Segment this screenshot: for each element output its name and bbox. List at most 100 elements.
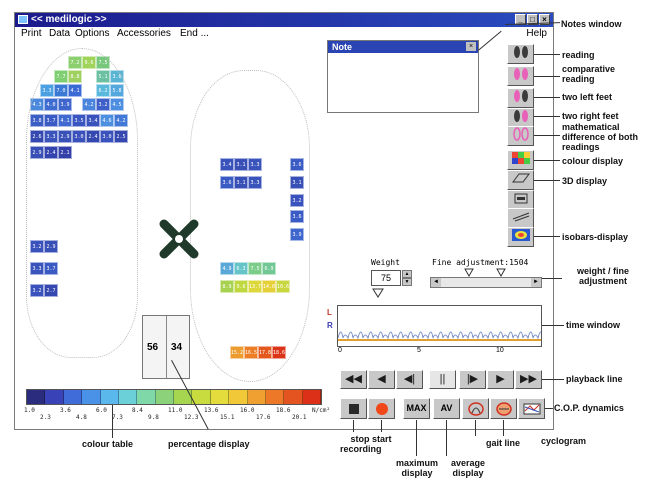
colour-swatch [265, 390, 285, 404]
annotation-isobars-display: isobars-display [562, 232, 629, 242]
comparative-reading-button[interactable] [507, 66, 534, 86]
leader-line [381, 420, 382, 432]
gait-line-icon [467, 402, 484, 416]
colour-swatch [45, 390, 64, 404]
note-window[interactable]: Note × [327, 40, 479, 113]
line-display-button[interactable] [507, 208, 534, 228]
gait-line-button[interactable] [462, 398, 489, 419]
time-axis-5: 5 [417, 347, 421, 354]
scale-label-bottom: 15.1 [220, 414, 235, 421]
lane-label-left: L [327, 308, 332, 317]
fine-adjustment-label: Fine adjustment:1504 [432, 258, 529, 267]
stop-recording-button[interactable] [340, 398, 367, 419]
two-left-feet-button[interactable] [507, 88, 534, 108]
annotation-reading: reading [562, 50, 595, 60]
annotation-average-display: average display [450, 458, 486, 478]
menu-help[interactable]: Help [526, 28, 547, 39]
leader-line [545, 408, 553, 409]
leader-line [534, 135, 560, 136]
scale-label-bottom: 7.3 [112, 414, 123, 421]
leader-line [475, 420, 476, 436]
scale-label-top: 13.6 [204, 407, 219, 414]
pause-button[interactable]: || [429, 370, 456, 389]
scale-label-top: 3.6 [60, 407, 71, 414]
annotation-two-right-feet: two right feet [562, 111, 619, 121]
minimize-icon[interactable]: _ [515, 14, 526, 25]
slider-left-arrow-icon[interactable]: ◄ [431, 278, 441, 287]
start-recording-button[interactable] [368, 398, 395, 419]
annotation-time-window: time window [566, 320, 620, 330]
menu-data[interactable]: Data [49, 28, 71, 39]
colour-grid-icon [511, 152, 530, 164]
annotation-start: start [372, 434, 392, 444]
time-axis-10: 10 [496, 347, 504, 354]
printer-icon [514, 193, 527, 204]
average-display-button[interactable]: AV [433, 398, 460, 419]
step-back-button[interactable]: ◀ [368, 370, 395, 389]
colour-swatch [100, 390, 119, 404]
two-right-feet-button[interactable] [507, 108, 534, 128]
rewind-button[interactable]: ◀◀ [340, 370, 367, 389]
3d-surface-icon [511, 173, 530, 183]
time-window-waveform [338, 331, 541, 341]
weight-up-arrow-icon[interactable]: ▲ [402, 270, 412, 278]
menu-print[interactable]: Print [21, 28, 42, 39]
weight-down-arrow-icon[interactable]: ▼ [402, 278, 412, 286]
colour-swatch [82, 390, 101, 404]
menu-bar: Print Data Options Accessories End ... H… [15, 27, 553, 41]
fine-adjustment-slider[interactable]: ◄ ► [430, 277, 542, 288]
frame-forward-button[interactable]: |▶ [459, 370, 486, 389]
leader-line [534, 160, 560, 161]
maximum-display-button[interactable]: MAX [403, 398, 430, 419]
colour-swatch [284, 390, 303, 404]
annotation-gait-line: gait line [486, 438, 521, 448]
print-display-button[interactable] [507, 190, 534, 210]
leader-line [446, 420, 447, 456]
cyclogram-button[interactable] [490, 398, 517, 419]
reading-button[interactable] [507, 44, 534, 64]
annotation-weight-fine: weight / fine adjustment [576, 266, 629, 286]
weight-input[interactable]: 75 [371, 270, 401, 286]
cop-dynamics-button[interactable] [518, 398, 545, 419]
maximize-icon[interactable]: □ [527, 14, 538, 25]
leader-line [534, 97, 560, 98]
foot-outline [26, 48, 138, 358]
menu-end[interactable]: End ... [180, 28, 209, 39]
leader-line [534, 76, 560, 77]
leader-line [353, 420, 354, 432]
close-icon[interactable]: × [539, 14, 550, 25]
scale-label-bottom: 20.1 [292, 414, 307, 421]
stop-square-icon [348, 404, 359, 414]
leader-line [112, 405, 113, 438]
slant-lines-icon [512, 212, 529, 222]
fast-forward-button[interactable]: ▶▶ [515, 370, 542, 389]
isobars-display-button[interactable] [507, 227, 534, 247]
menu-accessories[interactable]: Accessories [117, 28, 171, 39]
note-close-icon[interactable]: × [466, 42, 476, 51]
annotation-stop-recording: stop recording [340, 434, 382, 454]
difference-button[interactable] [507, 126, 534, 146]
scale-label-bottom: 4.8 [76, 414, 87, 421]
colour-swatch [118, 390, 138, 404]
annotation-colour-display: colour display [562, 156, 624, 166]
menu-options[interactable]: Options [75, 28, 110, 39]
percentage-left: 56 [147, 342, 159, 353]
title-bar: << medilogic >> _ □ × [15, 13, 553, 27]
time-window[interactable] [337, 305, 542, 347]
colour-display-button[interactable] [507, 150, 534, 170]
step-forward-button[interactable]: ▶ [487, 370, 514, 389]
annotation-maximum-display: maximum display [395, 458, 439, 478]
frame-back-button[interactable]: ◀| [396, 370, 423, 389]
scale-label-bottom: 12.3 [184, 414, 199, 421]
leader-line [542, 278, 562, 279]
scale-label-top: 11.0 [168, 407, 183, 414]
percentage-display: 56 34 [142, 315, 190, 379]
two-left-feet-icon [513, 90, 528, 102]
window-title: << medilogic >> [31, 14, 107, 25]
annotation-comparative-reading: comparative reading [562, 64, 616, 84]
footprints-icon [513, 46, 528, 58]
colour-swatch [137, 390, 156, 404]
3d-display-button[interactable] [507, 170, 534, 190]
leader-line [534, 54, 560, 55]
slider-right-arrow-icon[interactable]: ► [531, 278, 541, 287]
